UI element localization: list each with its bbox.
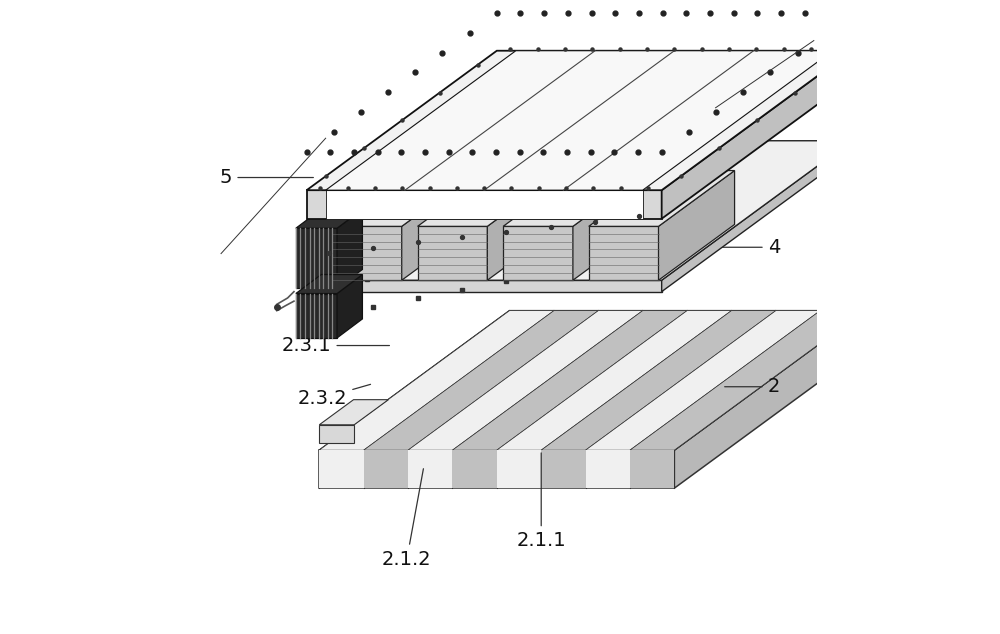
Text: 3: 3 xyxy=(712,165,780,184)
Polygon shape xyxy=(541,450,586,488)
Polygon shape xyxy=(296,275,362,294)
Polygon shape xyxy=(332,226,402,280)
Polygon shape xyxy=(452,311,687,450)
Polygon shape xyxy=(674,311,865,488)
Polygon shape xyxy=(337,209,362,288)
Polygon shape xyxy=(408,311,643,450)
Polygon shape xyxy=(452,450,497,488)
Text: 2.1.1: 2.1.1 xyxy=(516,453,566,550)
Polygon shape xyxy=(319,450,364,488)
Text: 4: 4 xyxy=(706,238,780,257)
Text: 1: 1 xyxy=(722,101,780,120)
Polygon shape xyxy=(319,399,388,425)
Polygon shape xyxy=(662,141,852,292)
Text: 2: 2 xyxy=(725,377,780,396)
Polygon shape xyxy=(337,275,362,338)
Polygon shape xyxy=(586,311,820,450)
Polygon shape xyxy=(589,171,735,226)
Polygon shape xyxy=(418,171,563,226)
Polygon shape xyxy=(573,171,649,280)
Polygon shape xyxy=(630,311,865,450)
Polygon shape xyxy=(364,450,408,488)
Polygon shape xyxy=(296,228,337,288)
Polygon shape xyxy=(487,171,563,280)
Polygon shape xyxy=(408,450,452,488)
Polygon shape xyxy=(319,450,674,488)
Polygon shape xyxy=(402,171,478,280)
Polygon shape xyxy=(662,51,852,219)
Polygon shape xyxy=(296,294,337,338)
Polygon shape xyxy=(541,311,776,450)
Text: 2.3.2: 2.3.2 xyxy=(298,384,371,408)
Polygon shape xyxy=(503,226,573,280)
Polygon shape xyxy=(364,311,598,450)
Polygon shape xyxy=(503,171,649,226)
Polygon shape xyxy=(326,190,643,219)
Polygon shape xyxy=(658,171,735,280)
Polygon shape xyxy=(589,226,658,280)
Polygon shape xyxy=(319,311,865,450)
Text: 2.3.1: 2.3.1 xyxy=(282,336,389,355)
Polygon shape xyxy=(630,450,674,488)
Polygon shape xyxy=(319,311,554,450)
Polygon shape xyxy=(332,171,478,226)
Polygon shape xyxy=(296,209,362,228)
Polygon shape xyxy=(497,450,541,488)
Text: 2.1.2: 2.1.2 xyxy=(382,469,432,569)
Polygon shape xyxy=(497,311,731,450)
Polygon shape xyxy=(586,450,630,488)
Text: 5: 5 xyxy=(220,168,313,187)
Polygon shape xyxy=(307,141,852,280)
Polygon shape xyxy=(307,280,662,292)
Polygon shape xyxy=(418,226,487,280)
Polygon shape xyxy=(307,190,662,219)
Polygon shape xyxy=(307,51,852,190)
Polygon shape xyxy=(319,425,354,443)
Polygon shape xyxy=(326,51,833,190)
